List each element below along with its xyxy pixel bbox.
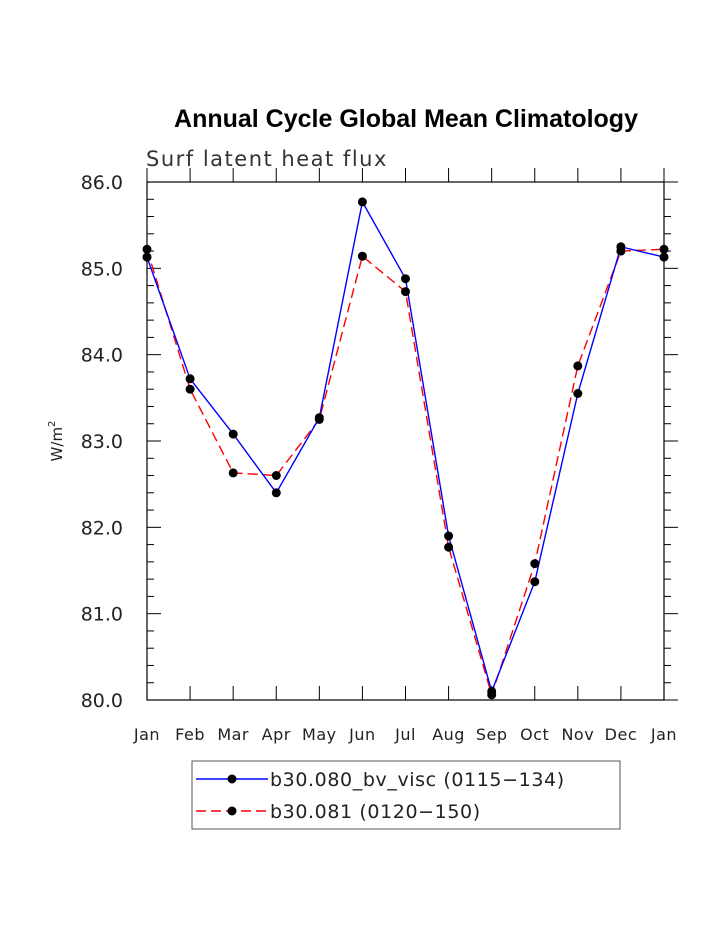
- axis-ticks: [146, 168, 678, 701]
- series-1-point: [444, 531, 454, 541]
- chart-title: Annual Cycle Global Mean Climatology: [174, 105, 638, 133]
- y-axis-label-superscript: 2: [47, 421, 58, 427]
- y-tick-label: 83.0: [81, 431, 123, 453]
- series-2-point: [401, 287, 410, 297]
- series-2-point: [185, 384, 195, 394]
- x-tick-label: Apr: [262, 725, 291, 744]
- legend-label-series-2: b30.081 (0120−150): [270, 801, 481, 823]
- series-1-point: [401, 274, 410, 284]
- series-2-point: [271, 471, 281, 480]
- y-tick-label: 84.0: [81, 345, 123, 367]
- y-axis-label-base: W/m: [48, 427, 66, 462]
- data-series: [142, 197, 669, 700]
- series-1-point: [357, 197, 367, 207]
- series-2-point: [530, 559, 540, 569]
- legend-marker-series-1: [227, 774, 237, 784]
- y-tick-label: 80.0: [81, 690, 123, 712]
- legend-label-series-1: b30.080_bv_visc (0115−134): [270, 769, 565, 791]
- x-tick-label: Dec: [605, 725, 637, 744]
- series-2-point: [487, 690, 497, 700]
- x-tick-label: Mar: [217, 725, 249, 744]
- x-tick-label: Oct: [520, 725, 549, 744]
- series-2-line: [146, 248, 665, 698]
- series-2-point: [228, 468, 238, 478]
- y-tick-label: 86.0: [81, 172, 123, 194]
- series-1-point: [573, 389, 583, 398]
- y-tick-label: 82.0: [81, 517, 123, 539]
- x-tick-label: Sep: [476, 725, 508, 744]
- series-2-point: [573, 361, 583, 371]
- plot-frame: [146, 181, 665, 701]
- x-tick-label: Jun: [348, 725, 376, 744]
- series-2-point: [616, 246, 626, 256]
- x-tick-label: Jul: [394, 725, 416, 744]
- y-axis-label: W/m2: [47, 421, 66, 462]
- x-tick-label: May: [302, 725, 337, 744]
- x-tick-label: Jan: [650, 725, 677, 744]
- x-tick-label: Feb: [175, 725, 205, 744]
- x-tick-labels: Jan Feb Mar Apr May Jun Jul Aug Sep Oct Nov Dec Jan: [133, 725, 677, 744]
- series-1-point: [530, 577, 540, 587]
- x-tick-label: Nov: [561, 725, 594, 744]
- series-2-point: [444, 542, 454, 552]
- legend-box: [191, 760, 621, 830]
- legend-marker-series-2: [227, 806, 237, 816]
- series-1-point: [271, 488, 281, 498]
- series-2-point: [357, 251, 367, 261]
- y-tick-label: 85.0: [81, 258, 123, 280]
- y-axis-label-group: W/m2: [47, 421, 66, 462]
- y-tick-labels: 80.0 81.0 82.0 83.0 84.0 85.0 86.0: [81, 172, 123, 712]
- chart-subtitle: Surf latent heat flux: [146, 147, 388, 171]
- legend: b30.080_bv_visc (0115−134) b30.081 (0120…: [191, 760, 621, 830]
- x-tick-label: Aug: [432, 725, 465, 744]
- series-1-point: [185, 374, 195, 384]
- series-1-point: [228, 429, 238, 439]
- y-tick-label: 81.0: [81, 604, 123, 626]
- x-tick-label: Jan: [133, 725, 160, 744]
- series-2-point: [314, 414, 324, 424]
